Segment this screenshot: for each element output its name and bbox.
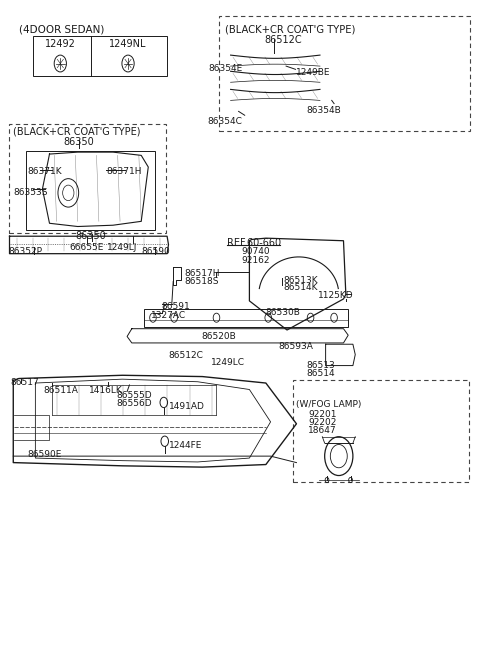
Text: 1249BE: 1249BE [296,68,330,77]
Text: 86354E: 86354E [208,63,242,73]
Text: 86350: 86350 [75,231,106,241]
Text: 86354C: 86354C [207,117,242,125]
Text: 86518S: 86518S [184,277,219,286]
Text: 1327AC: 1327AC [151,311,186,319]
Text: 86593A: 86593A [278,342,313,350]
Text: 86513K: 86513K [283,276,318,284]
Text: (BLACK+CR COAT'G TYPE): (BLACK+CR COAT'G TYPE) [225,24,355,35]
Text: 86352P: 86352P [9,248,43,256]
Text: 86512C: 86512C [264,35,302,45]
Text: 12492: 12492 [45,39,76,49]
Text: 86354B: 86354B [307,106,342,115]
Text: 86556D: 86556D [117,399,152,408]
Text: 86591: 86591 [161,302,190,311]
Text: 86512C: 86512C [168,351,204,360]
Text: 1416LK: 1416LK [88,386,122,395]
Bar [9,124,166,233]
Text: 86517: 86517 [11,378,39,387]
Text: (BLACK+CR COAT'G TYPE): (BLACK+CR COAT'G TYPE) [13,127,141,137]
Text: 86371K: 86371K [27,167,62,176]
Bar [144,309,348,327]
Text: 86590E: 86590E [27,449,62,459]
Text: 86555D: 86555D [117,391,152,401]
Text: 86350: 86350 [63,137,95,147]
Text: 86590: 86590 [141,247,170,255]
Text: 1125KD: 1125KD [318,291,353,300]
Bar [219,16,470,131]
Text: 1491AD: 1491AD [168,403,204,411]
Text: 1244FE: 1244FE [169,442,203,450]
Bar [293,379,469,482]
Bar [33,36,167,77]
Text: 18647: 18647 [308,426,337,435]
Text: 86514: 86514 [307,369,336,378]
Text: (4DOOR SEDAN): (4DOOR SEDAN) [19,24,104,35]
Text: 92202: 92202 [308,418,336,427]
Text: REF.60-660: REF.60-660 [227,238,281,248]
Text: 86520B: 86520B [202,332,236,341]
Text: 1249LC: 1249LC [211,358,245,367]
Text: 86511A: 86511A [43,386,78,395]
Bar [26,151,156,230]
Text: 86371H: 86371H [106,167,142,176]
Text: 1249NL: 1249NL [109,39,147,49]
Text: 86517H: 86517H [184,269,220,279]
Text: (W/FOG LAMP): (W/FOG LAMP) [297,400,362,409]
Text: 92201: 92201 [308,411,336,419]
Text: 86353S: 86353S [13,187,48,197]
Text: 1249LJ: 1249LJ [108,243,138,251]
Text: 66655E: 66655E [70,243,104,251]
Text: 90740: 90740 [241,248,270,256]
Text: 86514K: 86514K [283,283,318,292]
Text: 86513: 86513 [307,361,336,370]
Text: 86530B: 86530B [266,308,301,317]
Text: 92162: 92162 [241,256,269,265]
